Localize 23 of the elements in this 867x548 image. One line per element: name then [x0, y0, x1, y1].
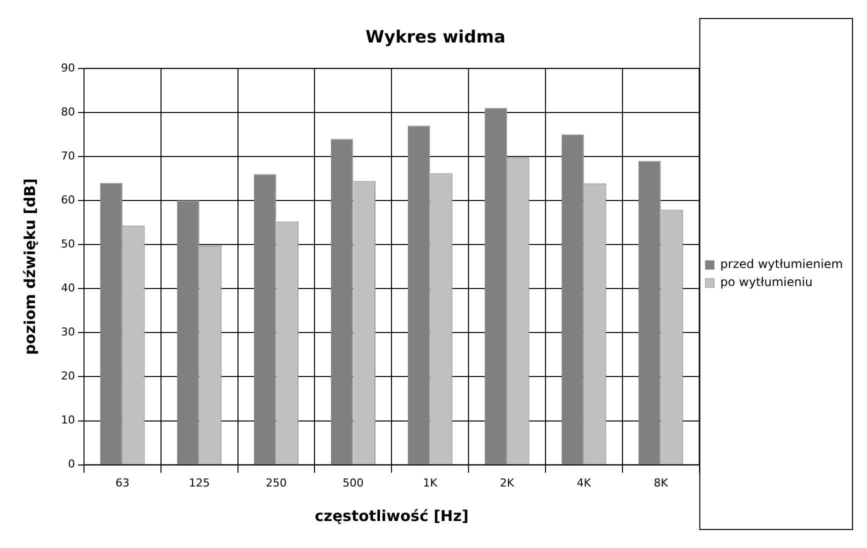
- x-axis-title: częstotliwość [Hz]: [314, 506, 469, 525]
- x-tick-label: 4K: [576, 476, 592, 490]
- x-tick-label: 500: [342, 476, 364, 490]
- x-tick-label: 1K: [422, 476, 438, 490]
- x-tick-label: 8K: [654, 476, 669, 490]
- x-tick-label: 2K: [500, 476, 515, 490]
- x-tick-label: 125: [188, 476, 210, 490]
- y-tick-label: 0: [68, 458, 75, 471]
- y-tick-label: 50: [60, 237, 75, 250]
- y-tick-label: 10: [60, 414, 75, 427]
- x-tick-label: 250: [266, 476, 287, 490]
- x-tick-label: 63: [115, 476, 130, 490]
- y-tick-label: 30: [60, 326, 75, 339]
- y-tick-label: 20: [60, 370, 75, 383]
- legend-label: przed wytłumieniem: [720, 257, 843, 272]
- y-tick-label: 70: [60, 149, 75, 162]
- legend-label: po wytłumieniu: [720, 275, 813, 290]
- y-tick-label: 40: [60, 281, 75, 294]
- y-tick-label: 80: [60, 105, 75, 118]
- y-tick-label: 90: [60, 61, 75, 74]
- y-axis-title: poziom dźwięku [dB]: [20, 178, 39, 355]
- y-tick-label: 60: [60, 193, 75, 206]
- chart-title: Wykres widma: [366, 28, 506, 48]
